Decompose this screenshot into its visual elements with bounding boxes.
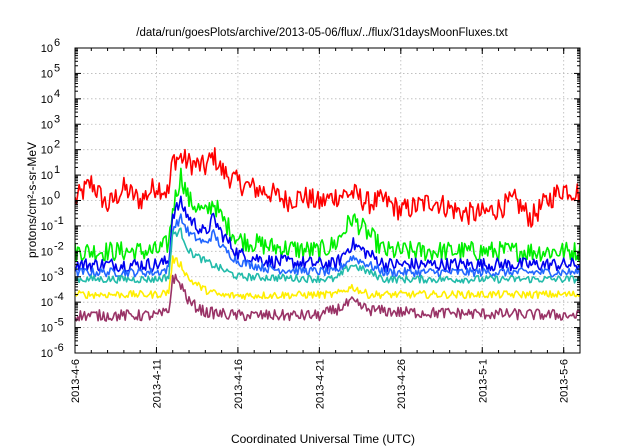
y-tick-label: 10 bbox=[41, 145, 53, 157]
series-line-4 bbox=[75, 213, 580, 278]
series-line-5 bbox=[75, 227, 580, 284]
x-tick-label: 2013-4-6 bbox=[70, 359, 82, 403]
chart-title: /data/run/goesPlots/archive/2013-05-06/f… bbox=[136, 27, 508, 39]
y-tick-exponent: 3 bbox=[54, 113, 60, 125]
y-tick-exponent: -1 bbox=[54, 215, 64, 227]
y-tick-label: 10 bbox=[41, 272, 53, 284]
x-tick-label: 2013-5-1 bbox=[477, 359, 489, 403]
y-tick-exponent: -5 bbox=[54, 317, 64, 329]
y-tick-label: 10 bbox=[41, 348, 53, 360]
y-tick-exponent: 2 bbox=[54, 139, 60, 151]
axes: 10 -610 -510 -410 -310 -210 -110 010 110 210 310 41… bbox=[41, 37, 581, 409]
y-tick-exponent: -6 bbox=[54, 342, 64, 354]
x-axis-label: Coordinated Universal Time (UTC) bbox=[231, 432, 415, 446]
y-tick-exponent: -4 bbox=[54, 291, 64, 303]
y-tick-exponent: 6 bbox=[54, 37, 60, 49]
y-tick-label: 10 bbox=[41, 119, 53, 131]
x-tick-label: 2013-4-16 bbox=[233, 359, 245, 409]
x-tick-label: 2013-5-6 bbox=[559, 359, 571, 403]
plot-area bbox=[75, 147, 580, 322]
y-tick-exponent: 5 bbox=[54, 62, 60, 74]
plot-frame bbox=[74, 47, 581, 354]
x-tick-label: 2013-4-21 bbox=[314, 359, 326, 409]
y-tick-label: 10 bbox=[41, 297, 53, 309]
y-tick-label: 10 bbox=[41, 196, 53, 208]
x-tick-label: 2013-4-26 bbox=[396, 359, 408, 409]
y-tick-label: 10 bbox=[41, 323, 53, 335]
series-line-1 bbox=[75, 147, 580, 228]
y-axis-label: protons/cm²-s-sr-MeV bbox=[25, 142, 39, 258]
y-tick-label: 10 bbox=[41, 68, 53, 80]
y-tick-label: 10 bbox=[41, 94, 53, 106]
x-tick-label: 2013-4-11 bbox=[151, 359, 163, 408]
y-tick-exponent: -3 bbox=[54, 266, 64, 278]
y-tick-exponent: 4 bbox=[54, 88, 60, 100]
series-line-2 bbox=[75, 167, 580, 263]
series-line-7 bbox=[75, 273, 580, 322]
y-tick-label: 10 bbox=[41, 43, 53, 55]
y-tick-label: 10 bbox=[41, 170, 53, 182]
series-line-6 bbox=[75, 255, 580, 301]
y-tick-label: 10 bbox=[41, 221, 53, 233]
y-tick-exponent: 1 bbox=[54, 164, 60, 176]
y-tick-label: 10 bbox=[41, 246, 53, 258]
y-tick-exponent: -2 bbox=[54, 240, 64, 252]
y-tick-exponent: 0 bbox=[54, 190, 60, 202]
